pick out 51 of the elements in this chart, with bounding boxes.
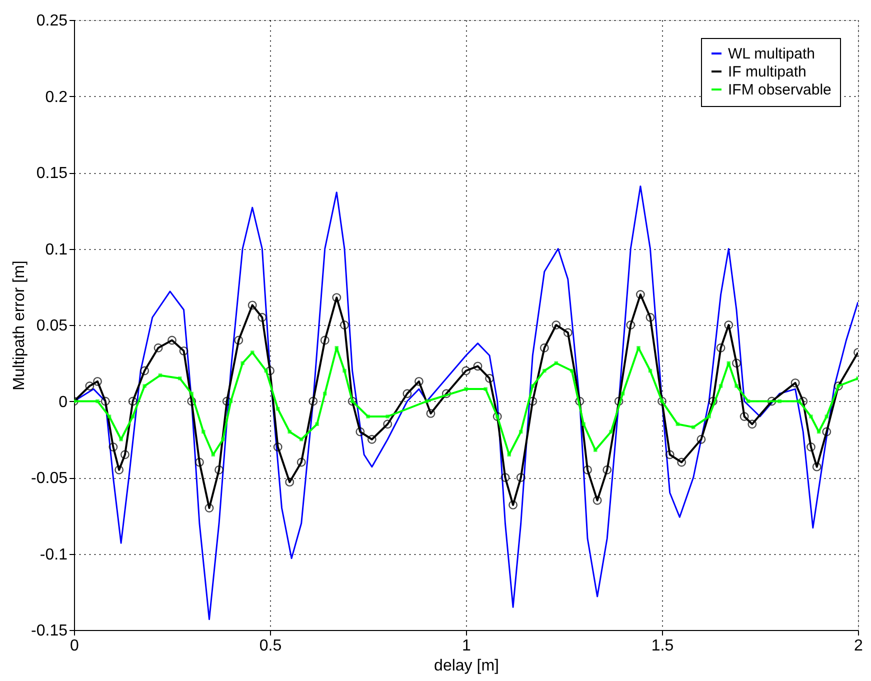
- point: [593, 448, 598, 452]
- point: [778, 399, 782, 404]
- x-axis-title: delay [m]: [434, 658, 499, 674]
- point: [323, 392, 327, 396]
- point: [824, 414, 829, 418]
- point: [484, 387, 488, 391]
- point: [250, 350, 254, 354]
- x-tick-label: 0: [70, 638, 80, 654]
- y-tick-label: 0: [58, 394, 68, 411]
- x-tick-label: 1.5: [651, 638, 674, 654]
- point: [530, 384, 535, 388]
- point: [315, 422, 319, 426]
- point: [107, 414, 112, 418]
- point: [130, 414, 135, 418]
- point: [507, 452, 511, 456]
- point: [582, 422, 586, 426]
- x-tick-label: 2: [854, 638, 864, 654]
- point: [542, 368, 546, 373]
- y-tick-label: 0.15: [36, 165, 68, 182]
- x-tick-label: 1: [462, 638, 472, 654]
- x-tick-label: 0.5: [259, 638, 282, 654]
- y-tick-label: 0.1: [45, 241, 68, 258]
- point: [464, 387, 468, 391]
- point: [636, 346, 640, 350]
- legend-label: IFM observable: [728, 82, 832, 98]
- point: [734, 384, 738, 388]
- point: [707, 414, 711, 418]
- point: [142, 384, 146, 388]
- point: [342, 368, 346, 373]
- point: [809, 414, 813, 418]
- y-tick-label: 0.25: [36, 12, 68, 30]
- point: [288, 430, 292, 434]
- point: [718, 384, 723, 388]
- point: [119, 438, 123, 442]
- legend-label: WL multipath: [728, 46, 815, 62]
- point: [96, 399, 100, 404]
- legend-label: IF multipath: [728, 64, 806, 80]
- point: [609, 430, 613, 434]
- y-tick-label: -0.1: [40, 546, 68, 564]
- y-tick-label: 0.05: [36, 318, 68, 334]
- point: [264, 368, 268, 373]
- point: [519, 430, 523, 434]
- point: [240, 361, 244, 365]
- point: [366, 414, 370, 418]
- y-axis-title: Multipath error [m]: [11, 260, 28, 390]
- point: [190, 392, 194, 396]
- y-tick-label: -0.15: [31, 622, 68, 640]
- y-tick-label: -0.05: [31, 470, 68, 487]
- point: [221, 438, 225, 442]
- y-tick-label: 0.2: [45, 88, 68, 106]
- point: [386, 414, 390, 418]
